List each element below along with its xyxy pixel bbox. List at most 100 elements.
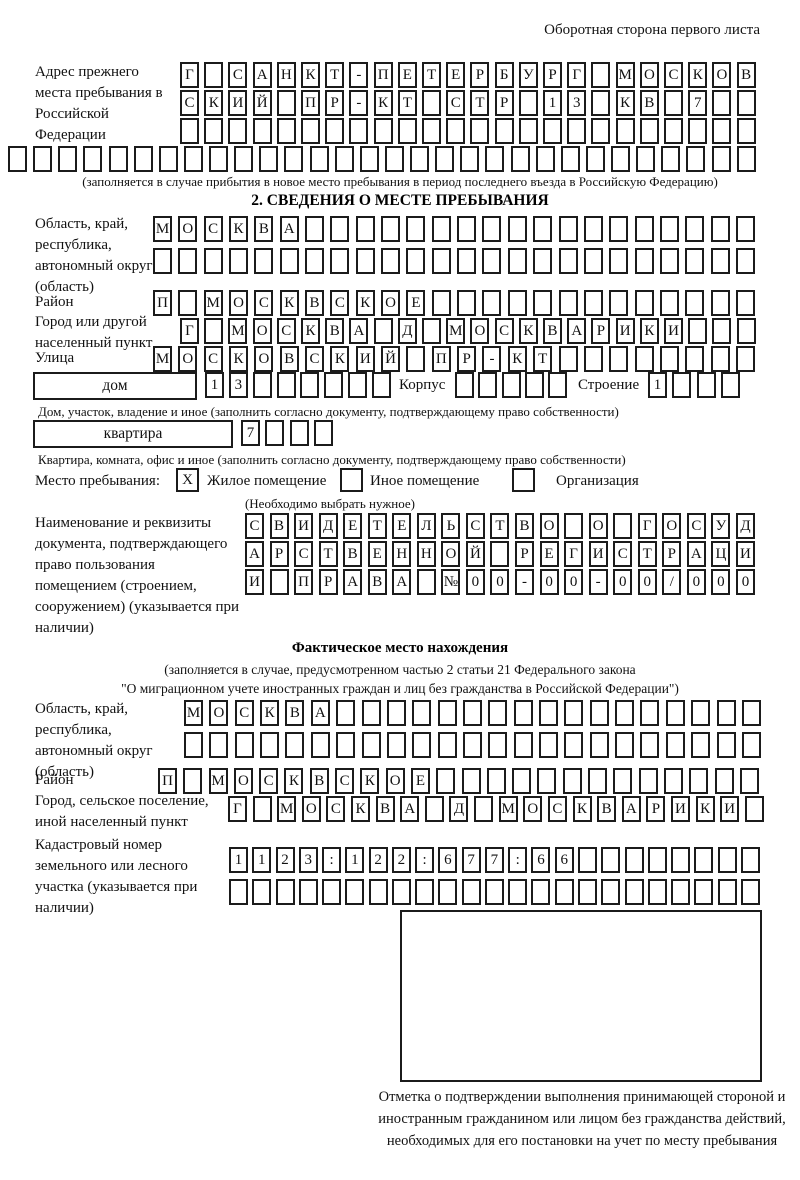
char-box[interactable] — [717, 879, 737, 905]
char-box[interactable]: Т — [490, 513, 510, 539]
char-box[interactable]: А — [349, 318, 369, 344]
char-box[interactable] — [583, 248, 603, 274]
char-box[interactable] — [589, 700, 609, 726]
char-box[interactable]: 0 — [539, 569, 559, 595]
char-box[interactable] — [410, 146, 429, 172]
char-box[interactable]: Т — [318, 541, 338, 567]
char-box[interactable]: Г — [180, 318, 199, 344]
char-box[interactable]: Е — [367, 541, 387, 567]
char-box[interactable]: - — [482, 346, 502, 372]
char-box[interactable]: У — [711, 513, 731, 539]
char-box[interactable] — [275, 879, 295, 905]
char-box[interactable] — [659, 248, 679, 274]
char-box[interactable]: А — [686, 541, 706, 567]
char-box[interactable] — [558, 290, 578, 316]
char-box[interactable] — [228, 118, 248, 144]
char-box[interactable]: К — [695, 796, 715, 822]
char-box[interactable] — [685, 248, 705, 274]
char-box[interactable]: К — [351, 796, 371, 822]
char-box[interactable]: П — [301, 90, 321, 116]
char-box[interactable] — [577, 847, 597, 873]
char-box[interactable]: С — [245, 513, 264, 539]
char-box[interactable] — [284, 146, 304, 172]
char-box[interactable] — [386, 700, 406, 726]
char-box[interactable] — [609, 216, 629, 242]
char-box[interactable] — [661, 146, 681, 172]
char-box[interactable]: Г — [228, 796, 247, 822]
char-box[interactable] — [554, 879, 574, 905]
char-box[interactable]: Р — [543, 62, 563, 88]
char-box[interactable] — [349, 118, 369, 144]
char-box[interactable]: А — [392, 569, 412, 595]
char-box[interactable]: П — [158, 768, 177, 794]
char-box[interactable]: А — [252, 62, 272, 88]
char-box[interactable] — [446, 118, 466, 144]
char-box[interactable]: К — [572, 796, 592, 822]
char-box[interactable] — [562, 768, 582, 794]
char-box[interactable] — [533, 216, 553, 242]
char-box[interactable]: К — [284, 768, 304, 794]
char-box[interactable] — [460, 146, 480, 172]
char-box[interactable]: 2 — [275, 847, 295, 873]
char-box[interactable]: 7 — [241, 420, 260, 446]
char-box[interactable] — [671, 847, 691, 873]
char-box[interactable] — [435, 146, 455, 172]
char-box[interactable]: С — [254, 290, 274, 316]
char-box[interactable] — [609, 290, 629, 316]
char-box[interactable] — [455, 372, 474, 398]
char-box[interactable]: О — [381, 290, 401, 316]
char-box[interactable] — [301, 118, 321, 144]
char-box[interactable] — [615, 732, 635, 758]
char-box[interactable] — [252, 879, 272, 905]
char-box[interactable] — [672, 372, 692, 398]
char-box[interactable]: Е — [446, 62, 466, 88]
char-box[interactable]: К — [229, 346, 249, 372]
char-box[interactable]: О — [252, 318, 272, 344]
char-box[interactable] — [325, 118, 345, 144]
char-box[interactable]: К — [373, 90, 393, 116]
char-box[interactable]: А — [343, 569, 363, 595]
char-box[interactable] — [484, 879, 504, 905]
char-box[interactable] — [507, 290, 527, 316]
char-box[interactable] — [229, 248, 249, 274]
house-type-box[interactable]: дом — [33, 372, 197, 400]
char-box[interactable] — [564, 513, 584, 539]
char-box[interactable]: 2 — [391, 847, 411, 873]
char-box[interactable]: П — [373, 62, 393, 88]
char-box[interactable]: 1 — [543, 90, 563, 116]
char-box[interactable] — [180, 118, 199, 144]
char-box[interactable] — [488, 700, 508, 726]
char-box[interactable] — [204, 118, 224, 144]
char-box[interactable] — [558, 216, 578, 242]
char-box[interactable]: Т — [470, 90, 490, 116]
char-box[interactable] — [397, 118, 417, 144]
char-box[interactable]: О — [385, 768, 405, 794]
char-box[interactable]: С — [330, 290, 350, 316]
char-box[interactable]: Т — [637, 541, 657, 567]
char-box[interactable]: - — [349, 62, 369, 88]
char-box[interactable] — [153, 248, 172, 274]
char-box[interactable] — [518, 118, 538, 144]
char-box[interactable] — [665, 700, 685, 726]
char-box[interactable]: 1 — [345, 847, 365, 873]
char-box[interactable] — [636, 146, 656, 172]
char-box[interactable]: С — [180, 90, 199, 116]
char-box[interactable] — [488, 732, 508, 758]
char-box[interactable]: Н — [416, 541, 436, 567]
char-box[interactable]: : — [508, 847, 528, 873]
char-box[interactable] — [252, 796, 272, 822]
char-box[interactable]: М — [208, 768, 228, 794]
char-box[interactable]: 1 — [648, 372, 667, 398]
char-box[interactable] — [736, 90, 756, 116]
char-box[interactable] — [688, 318, 708, 344]
char-box[interactable]: С — [664, 62, 684, 88]
char-box[interactable] — [330, 248, 350, 274]
char-box[interactable]: М — [277, 796, 297, 822]
char-box[interactable] — [512, 768, 532, 794]
char-box[interactable] — [740, 847, 760, 873]
char-box[interactable]: М — [446, 318, 466, 344]
char-box[interactable]: А — [567, 318, 587, 344]
char-box[interactable] — [736, 146, 756, 172]
char-box[interactable] — [234, 146, 254, 172]
char-box[interactable] — [601, 879, 621, 905]
